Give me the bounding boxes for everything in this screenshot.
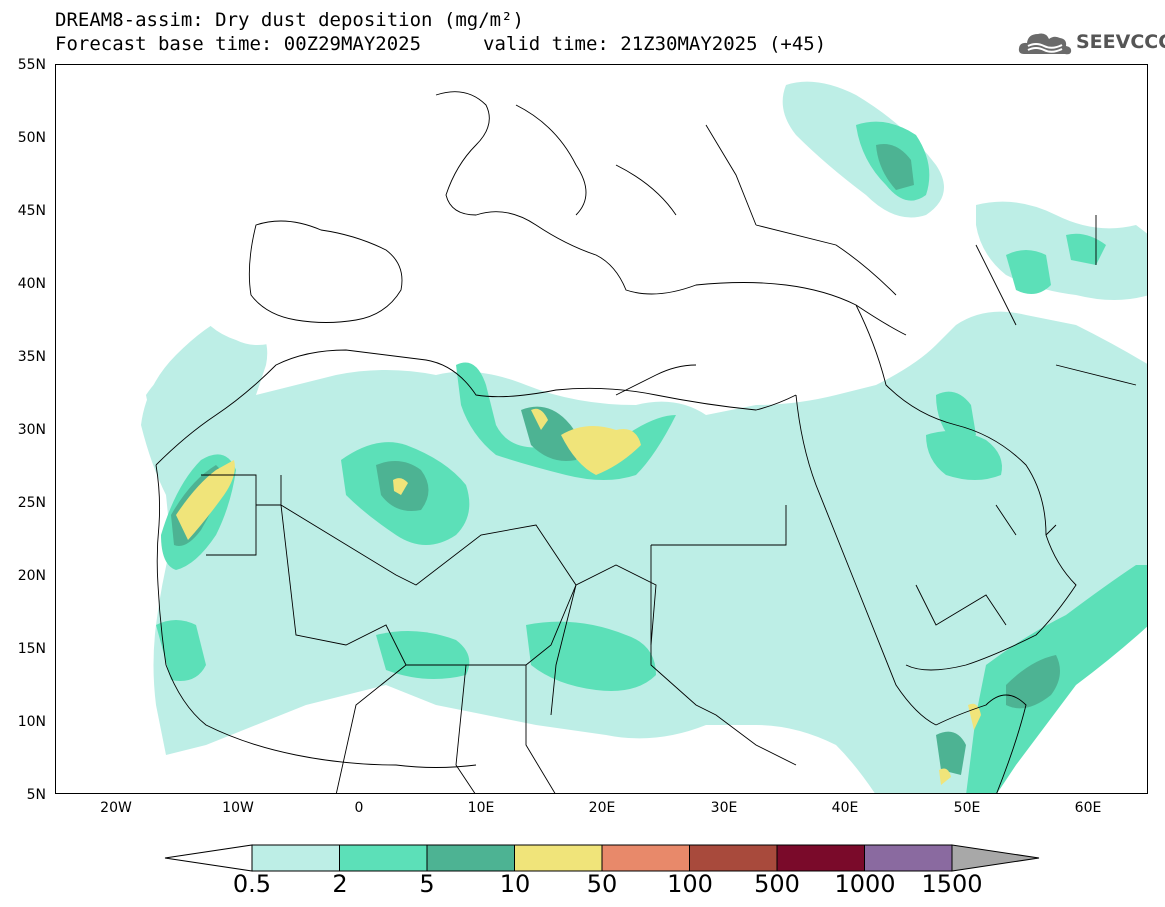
colorbar-label: 100 [667, 870, 713, 898]
colorbar-over-arrow [951, 844, 1040, 872]
lon-label: 20W [100, 800, 132, 816]
colorbar-under-arrow [164, 844, 253, 872]
lat-label: 45N [17, 203, 46, 219]
map-outlines [155, 91, 1137, 793]
map-canvas [141, 81, 1147, 793]
lon-label: 30E [710, 800, 738, 816]
colorbar-label: 50 [586, 870, 618, 898]
dust-deposition-map[interactable] [55, 64, 1148, 794]
map-title: DREAM8-assim: Dry dust deposition (mg/m²… [55, 9, 524, 31]
colorbar-swatch [601, 844, 690, 872]
colorbar-label: 5 [419, 870, 435, 898]
lat-label: 55N [17, 57, 46, 73]
lon-label: 60E [1074, 800, 1102, 816]
colorbar-label: 0.5 [232, 870, 272, 898]
lat-label: 5N [26, 787, 46, 803]
colorbar-label: 1000 [834, 870, 896, 898]
lat-label: 40N [17, 276, 46, 292]
lat-label: 20N [17, 568, 46, 584]
colorbar-swatch [776, 844, 865, 872]
valid-time: valid time: 21Z30MAY2025 (+45) [483, 33, 827, 55]
lat-label: 50N [17, 130, 46, 146]
colorbar-swatch [339, 844, 428, 872]
lat-label: 15N [17, 641, 46, 657]
cloud-logo-icon [1018, 33, 1072, 55]
colorbar-label: 500 [754, 870, 800, 898]
lat-label: 35N [17, 349, 46, 365]
forecast-base-time: Forecast base time: 00Z29MAY2025 [55, 33, 422, 55]
deposition-field-very-strong [176, 408, 981, 785]
lon-label: 40E [831, 800, 859, 816]
lat-label: 30N [17, 422, 46, 438]
deposition-field-light [141, 81, 1147, 793]
lon-label: 10E [467, 800, 495, 816]
colorbar-label: 1500 [921, 870, 983, 898]
logo-text: SEEVCCC [1076, 31, 1165, 53]
colorbar-label: 10 [499, 870, 531, 898]
lat-label: 25N [17, 495, 46, 511]
lon-label: 0 [354, 800, 364, 816]
colorbar-swatch [251, 844, 340, 872]
lon-label: 20E [588, 800, 616, 816]
colorbar-label: 2 [332, 870, 348, 898]
colorbar-swatch [426, 844, 515, 872]
lon-label: 10W [222, 800, 254, 816]
colorbar [164, 844, 1040, 872]
seevccc-logo: SEEVCCC [1018, 28, 1165, 58]
colorbar-swatch [689, 844, 778, 872]
lat-label: 10N [17, 714, 46, 730]
colorbar-swatch [864, 844, 953, 872]
colorbar-swatch [514, 844, 603, 872]
lon-label: 50E [953, 800, 981, 816]
